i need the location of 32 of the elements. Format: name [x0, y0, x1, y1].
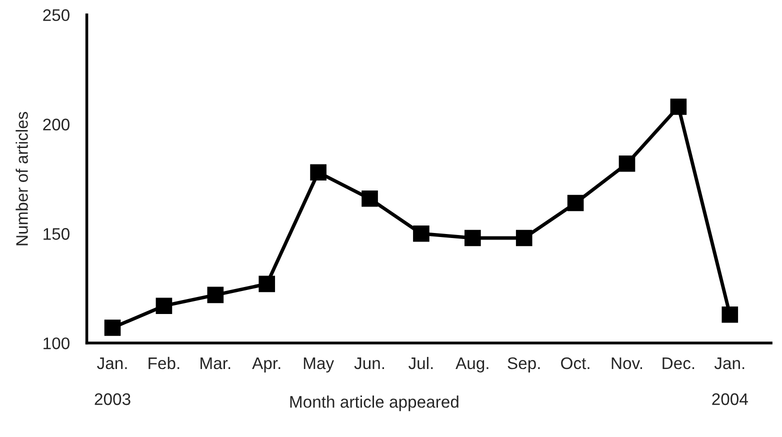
x-axis-title: Month article appeared: [290, 396, 458, 412]
point: [362, 190, 378, 207]
point: [722, 306, 738, 323]
x-tick-label: May: [304, 358, 334, 372]
x-tick-label: Apr.: [252, 358, 280, 372]
point: [413, 225, 430, 242]
point: [156, 298, 172, 314]
x-tick-label: Feb.: [148, 356, 180, 370]
y-tick-label: 200: [43, 118, 70, 130]
category-label: Jan. 2003: [94, 358, 130, 406]
point: [207, 286, 224, 304]
x-tick-label: Oct.: [561, 357, 590, 370]
y-tick-label: 250: [43, 9, 70, 22]
point: [567, 194, 584, 212]
x-tick-label: Jul.: [408, 356, 433, 370]
x-tick-label: Aug.: [456, 358, 488, 372]
x-tick-label: Sep.: [508, 357, 540, 372]
point: [104, 320, 121, 336]
y-axis-title: Number of articles: [16, 112, 28, 246]
x-tick-label: Jun.: [354, 358, 384, 370]
point: [310, 164, 326, 181]
x-tick-label: Dec.: [662, 358, 694, 370]
point: [258, 276, 276, 292]
point: [464, 230, 481, 246]
x-tick-label: Mar.: [200, 358, 230, 370]
y-tick-label: 150: [44, 228, 70, 240]
point: [516, 230, 532, 246]
y-tick-label: 100: [44, 337, 70, 350]
point: [618, 155, 636, 172]
x-tick-label: Nov.: [612, 358, 642, 370]
point: [670, 98, 687, 115]
category-label: Jan. 2004: [712, 358, 748, 406]
